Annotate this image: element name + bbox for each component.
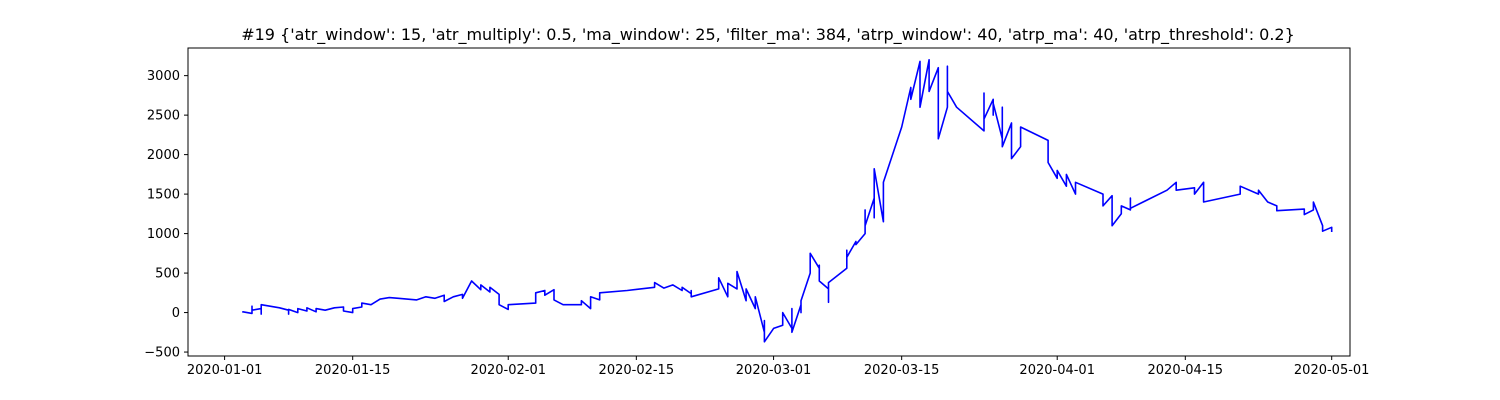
x-tick-label: 2020-04-15 <box>1148 363 1224 378</box>
x-tick-label: 2020-04-01 <box>1019 363 1095 378</box>
y-axis: −500 0 500 1000 1500 2000 2500 3000 <box>144 69 188 361</box>
series-layer <box>242 58 1333 343</box>
x-tick-label: 2020-01-01 <box>187 363 263 378</box>
y-tick-label: 3000 <box>147 69 180 84</box>
series-line <box>242 58 1333 343</box>
y-tick-label: 500 <box>155 267 180 282</box>
x-tick-label: 2020-03-01 <box>736 363 812 378</box>
x-tick-label: 2020-02-15 <box>599 363 675 378</box>
x-tick-label: 2020-02-01 <box>470 363 546 378</box>
x-tick-label: 2020-05-01 <box>1294 363 1370 378</box>
chart-title: #19 {'atr_window': 15, 'atr_multiply': 0… <box>241 25 1295 45</box>
y-tick-label: 1000 <box>147 227 180 242</box>
x-axis: 2020-01-01 2020-01-15 2020-02-01 2020-02-15… <box>187 356 1370 378</box>
y-tick-label: 2000 <box>147 148 180 163</box>
y-tick-label: 0 <box>172 306 180 321</box>
y-tick-label: −500 <box>144 346 180 361</box>
x-tick-label: 2020-01-15 <box>315 363 391 378</box>
x-tick-label: 2020-03-15 <box>864 363 940 378</box>
y-tick-label: 1500 <box>147 188 180 203</box>
plot-frame <box>187 47 1351 357</box>
y-tick-label: 2500 <box>147 109 180 124</box>
